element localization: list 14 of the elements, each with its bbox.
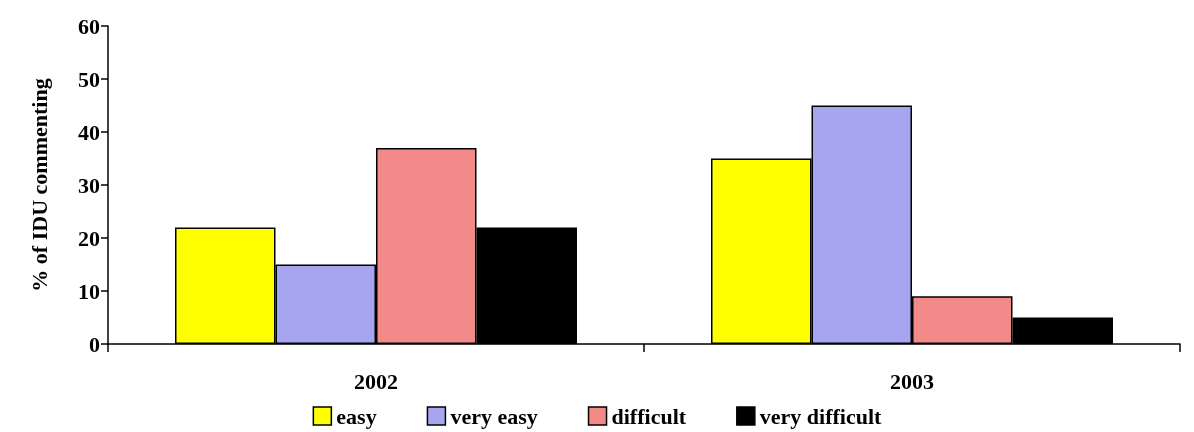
y-tick-label: 0 <box>89 331 100 357</box>
y-tick-label: 40 <box>78 119 100 145</box>
y-tick-label: 60 <box>78 13 100 39</box>
legend-label: very easy <box>450 403 538 429</box>
y-tick-label: 10 <box>78 278 100 304</box>
y-tick-label: 20 <box>78 225 100 251</box>
y-tick-label: 50 <box>78 66 100 92</box>
x-tick-label: 2003 <box>890 368 934 394</box>
legend-label: difficult <box>611 403 687 429</box>
y-axis-title: % of IDU commenting <box>26 78 52 292</box>
x-tick-label: 2002 <box>354 368 398 394</box>
y-tick-label: 30 <box>78 172 100 198</box>
legend-label: very difficult <box>759 403 883 429</box>
legend-label: easy <box>336 403 377 429</box>
